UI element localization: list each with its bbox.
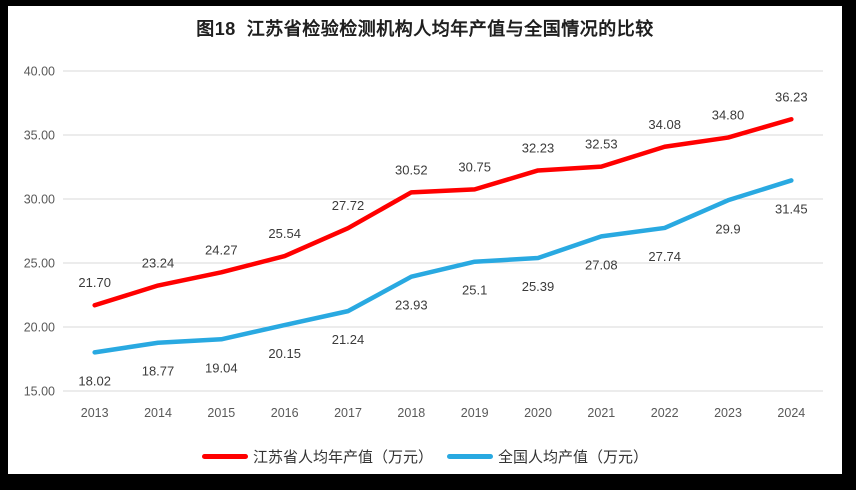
point-label: 30.52 — [395, 162, 428, 177]
legend-label-national: 全国人均产值（万元） — [498, 449, 649, 466]
point-label: 18.02 — [78, 373, 111, 388]
chart-title: 图18 江苏省检验检测机构人均年产值与全国情况的比较 — [196, 19, 654, 39]
chart-panel: 图18 江苏省检验检测机构人均年产值与全国情况的比较 40.00 35.00 30.… — [8, 6, 842, 474]
x-tick-label: 2019 — [461, 406, 489, 420]
point-label: 24.27 — [205, 242, 238, 257]
x-tick-label: 2024 — [777, 406, 805, 420]
x-tick-label: 2016 — [271, 406, 299, 420]
y-tick-label: 40.00 — [24, 65, 55, 79]
point-label: 34.08 — [648, 117, 681, 132]
x-tick-label: 2018 — [397, 406, 425, 420]
legend-line-jiangsu-icon — [201, 454, 248, 459]
line-chart: 40.00 35.00 30.00 25.00 20.00 15.00 2013 2014 20… — [24, 65, 823, 420]
y-tick-label: 25.00 — [24, 257, 55, 271]
point-label: 20.15 — [268, 346, 301, 361]
point-label: 25.39 — [522, 279, 555, 294]
y-tick-label: 20.00 — [24, 321, 55, 335]
x-tick-label: 2020 — [524, 406, 552, 420]
x-tick-label: 2014 — [144, 406, 172, 420]
point-label: 27.74 — [648, 249, 681, 264]
point-label: 18.77 — [142, 364, 175, 379]
point-label: 29.9 — [715, 221, 740, 236]
legend-label-jiangsu: 江苏省人均年产值（万元） — [252, 449, 433, 466]
chart-legend: 江苏省人均年产值（万元） 全国人均产值（万元） — [8, 446, 842, 467]
legend-line-national-icon — [447, 454, 493, 459]
point-label: 21.70 — [78, 275, 111, 290]
point-label: 36.23 — [775, 89, 808, 104]
series-line — [92, 178, 794, 355]
point-label: 21.24 — [332, 332, 365, 347]
point-label: 31.45 — [775, 201, 808, 216]
y-tick-label: 30.00 — [24, 193, 55, 207]
series-line — [92, 117, 794, 308]
y-tick-label: 35.00 — [24, 129, 55, 143]
point-label: 32.53 — [585, 137, 618, 152]
y-tick-label: 15.00 — [24, 385, 55, 399]
x-tick-label: 2017 — [334, 406, 362, 420]
point-label: 27.08 — [585, 257, 618, 272]
point-label: 23.24 — [142, 256, 175, 271]
point-label: 19.04 — [205, 360, 238, 375]
point-label: 27.72 — [332, 198, 365, 213]
legend-item-national: 全国人均产值（万元） — [447, 446, 648, 467]
point-label: 34.80 — [712, 108, 745, 123]
point-label: 25.54 — [268, 226, 301, 241]
legend-item-jiangsu: 江苏省人均年产值（万元） — [201, 446, 433, 467]
x-tick-label: 2023 — [714, 406, 742, 420]
x-tick-label: 2021 — [587, 406, 615, 420]
x-tick-label: 2022 — [651, 406, 679, 420]
point-label: 25.1 — [462, 283, 487, 298]
point-label: 32.23 — [522, 140, 555, 155]
point-label: 30.75 — [458, 159, 491, 174]
x-tick-label: 2013 — [81, 406, 109, 420]
x-tick-label: 2015 — [207, 406, 235, 420]
point-label: 23.93 — [395, 298, 428, 313]
